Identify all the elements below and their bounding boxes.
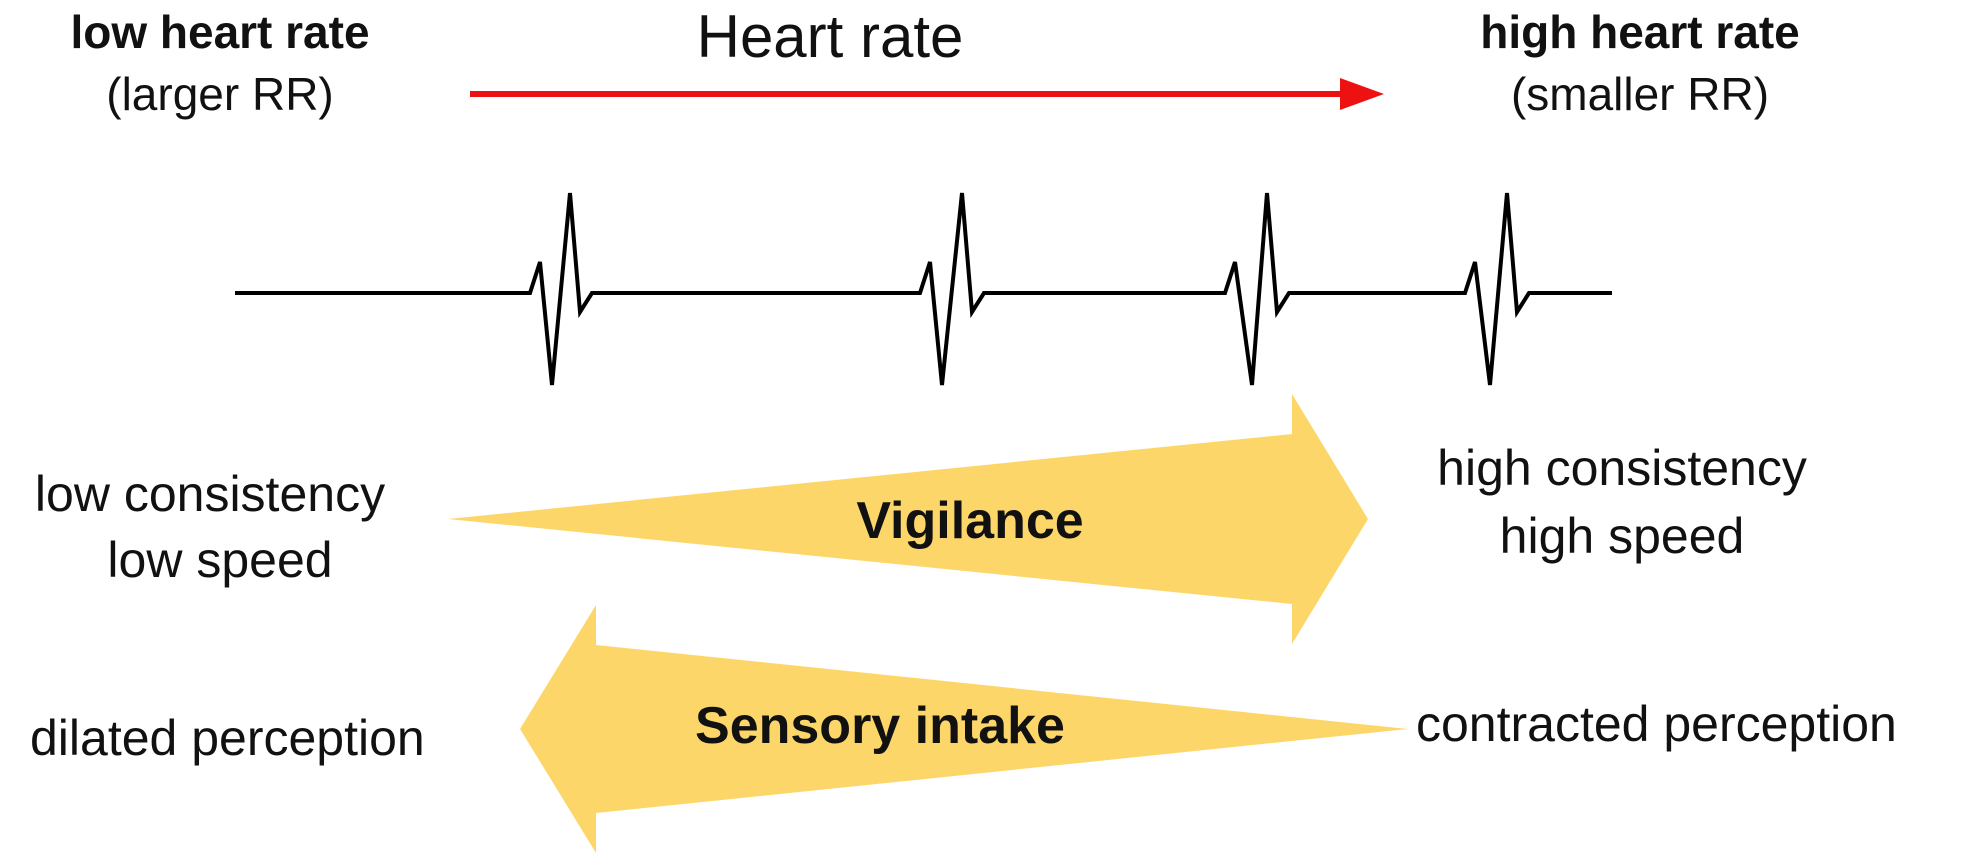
high-speed-label: high speed: [1499, 508, 1745, 564]
vigilance-label: Vigilance: [856, 492, 1084, 550]
vigilance-arrow: [448, 394, 1368, 644]
sensory-intake-label: Sensory intake: [695, 697, 1065, 755]
low-consistency-label: low consistency: [34, 466, 386, 522]
smaller-rr-label: (smaller RR): [1510, 68, 1770, 120]
contracted-perception-label: contracted perception: [1416, 696, 1897, 752]
sensory-intake-arrow: [520, 605, 1408, 853]
heart-rate-arrow: [470, 78, 1384, 110]
high-heart-rate-label: high heart rate: [1480, 6, 1800, 58]
high-consistency-label: high consistency: [1437, 440, 1807, 496]
dilated-perception-label: dilated perception: [30, 710, 425, 766]
ecg-trace: [235, 192, 1612, 386]
low-speed-label: low speed: [107, 532, 333, 588]
heart-rate-title: Heart rate: [696, 3, 964, 70]
larger-rr-label: (larger RR): [106, 68, 334, 120]
low-heart-rate-label: low heart rate: [70, 6, 370, 58]
